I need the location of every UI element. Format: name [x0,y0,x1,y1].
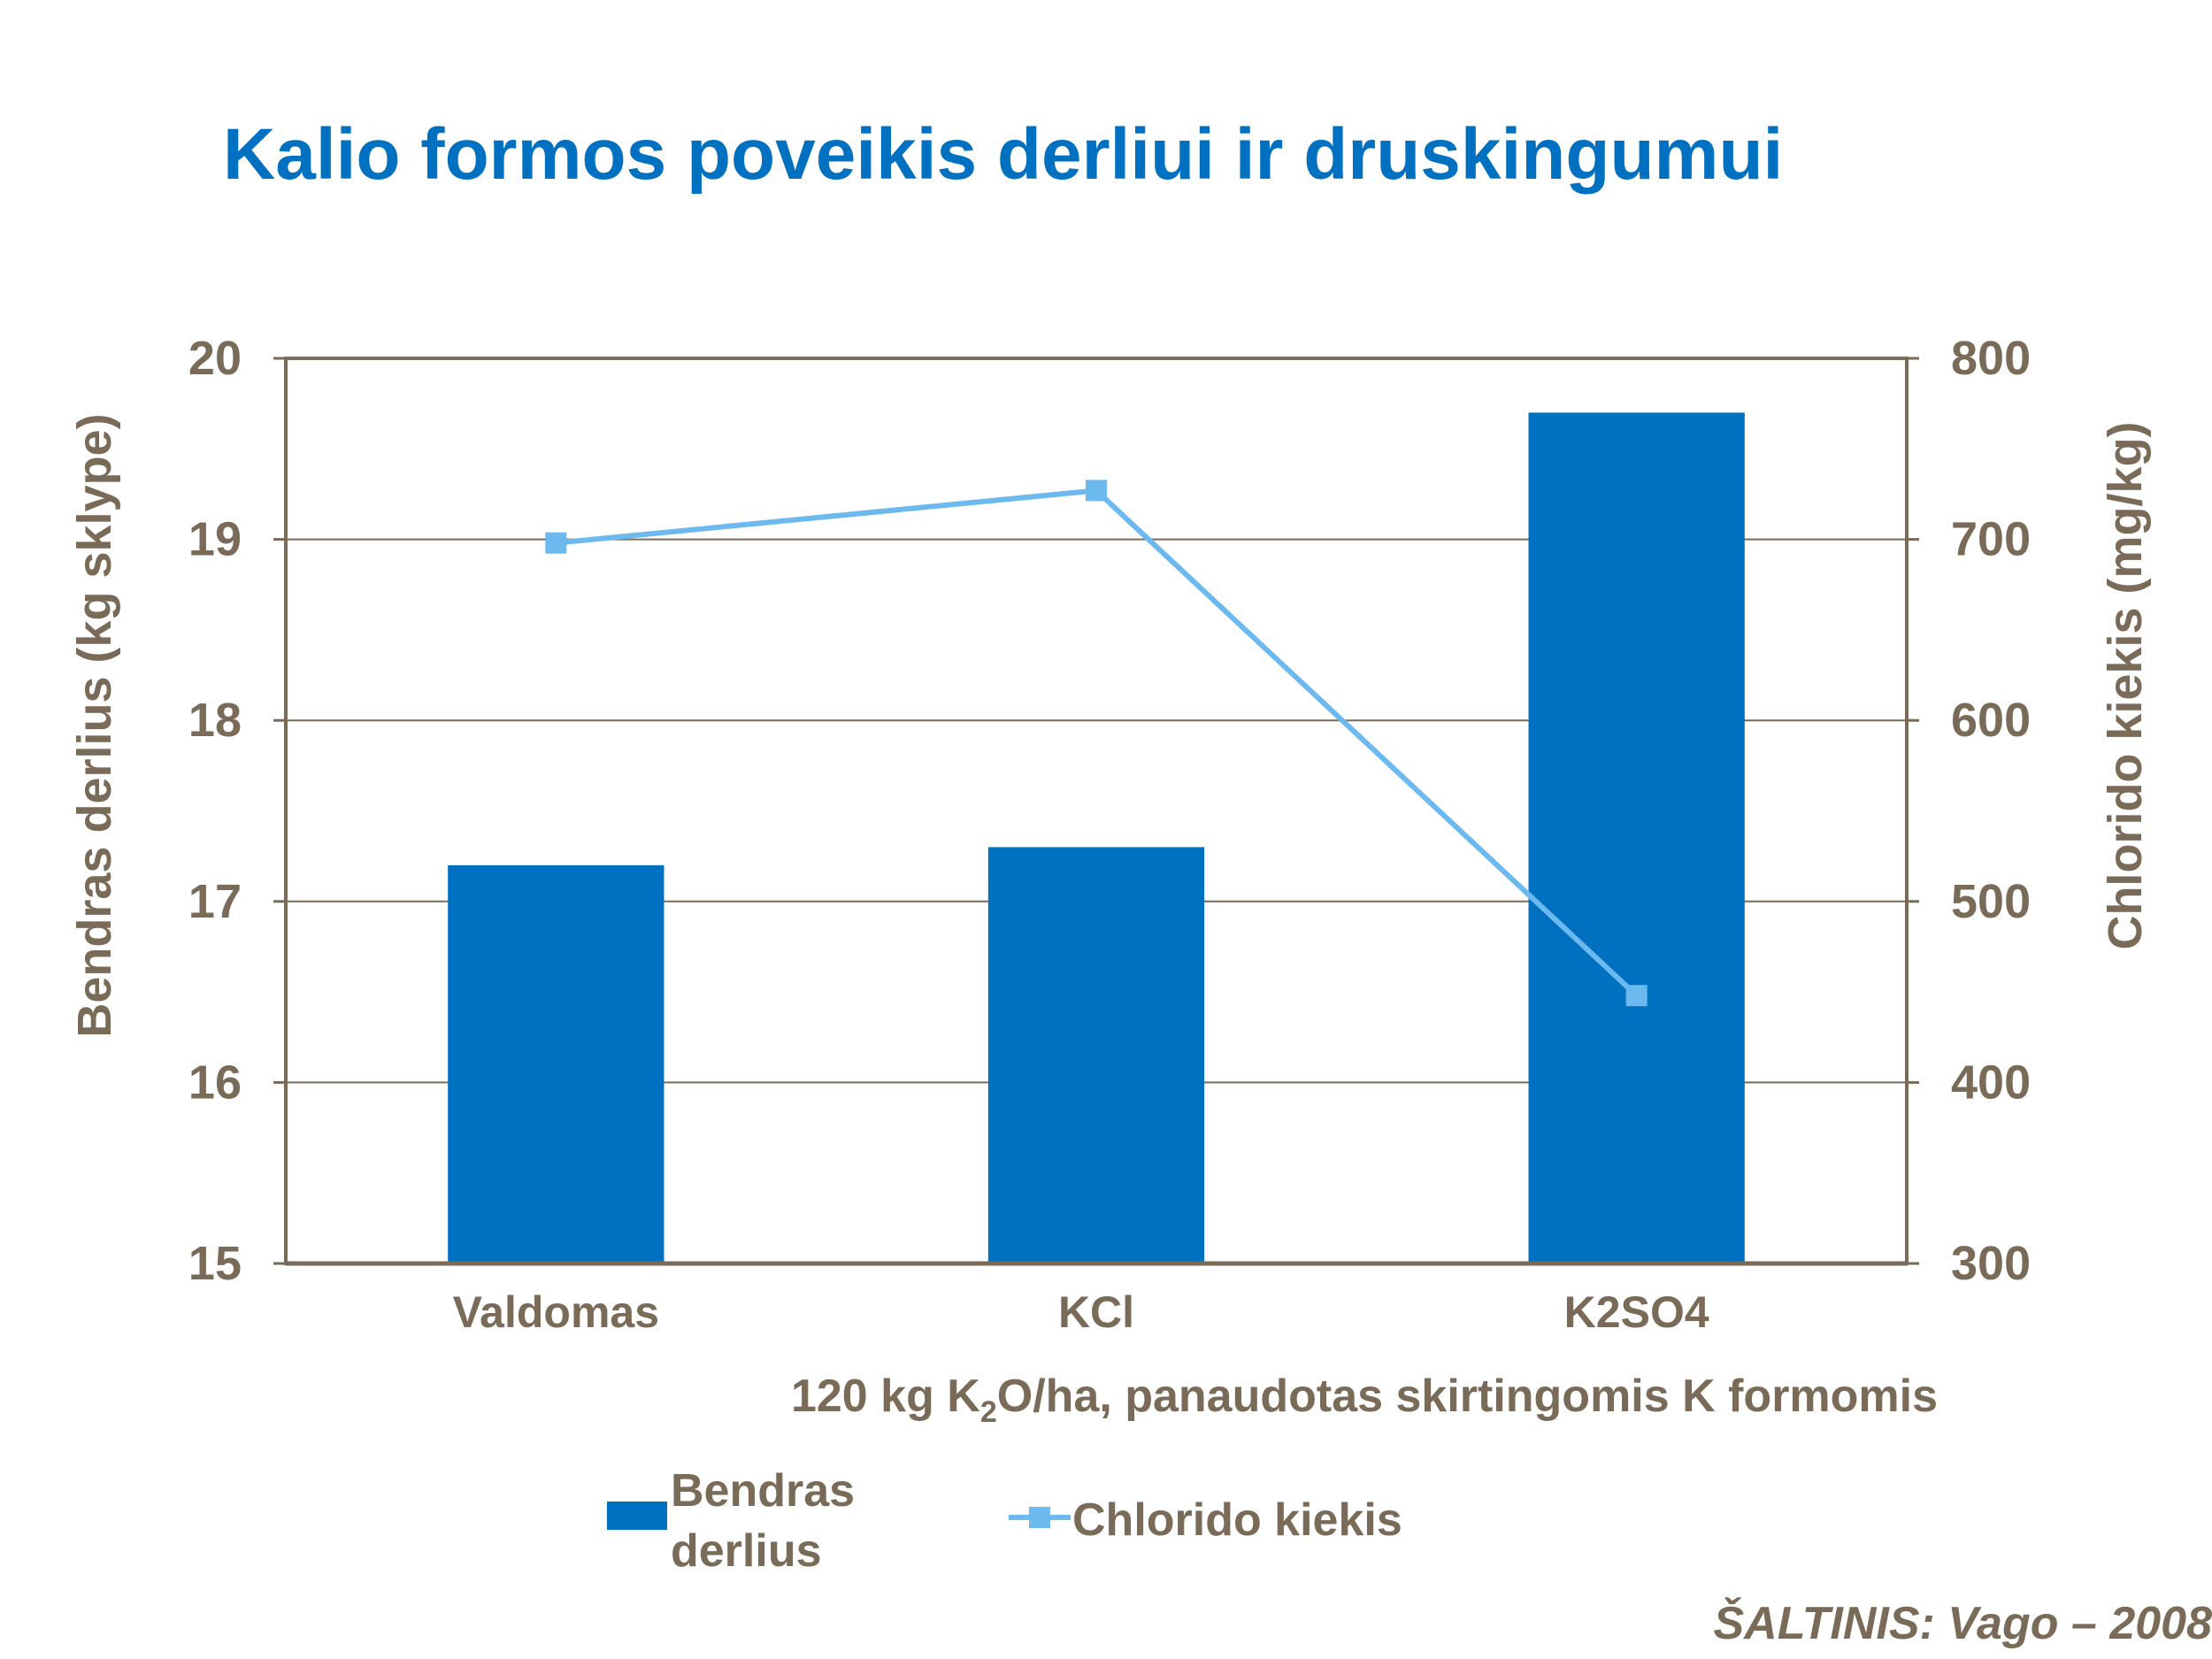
legend-label-bar: Bendras derlius [671,1465,855,1577]
bar-series [448,412,1745,1263]
line-point [1086,480,1107,502]
left-tick-label: 17 [188,875,242,928]
right-tick-label: 300 [1951,1237,2031,1290]
category-label: K2SO4 [1564,1287,1709,1337]
legend-swatch-bar [607,1502,667,1530]
chart-title: Kalio formos poveikis derliui ir druskin… [223,114,1784,195]
right-tick-label: 600 [1951,694,2031,747]
source-note: ŠALTINIS: Vago – 2008 [1713,1598,2212,1649]
category-label: Valdomas [453,1287,659,1337]
left-tick-label: 16 [188,1056,242,1109]
bar [987,847,1205,1263]
category-label: KCl [1058,1287,1134,1337]
plot-frame [273,357,1919,1266]
right-tick-label: 800 [1951,332,2031,385]
y-axis-label-right: Chlorido kiekis (mg/kg) [2099,421,2152,949]
line-series [545,480,1647,1007]
left-tick-label: 18 [188,694,242,747]
legend-marker [1029,1507,1050,1528]
bar [448,864,664,1263]
right-tick-label: 700 [1951,513,2031,566]
line-point [545,532,567,554]
right-tick-label: 500 [1951,875,2031,928]
right-tick-label: 400 [1951,1056,2031,1109]
y-axis-label-left: Bendras derlius (kg sklype) [68,413,121,1037]
left-tick-label: 15 [188,1237,242,1290]
tick-labels: 15 16 17 18 19 20 300 400 500 600 700 800 Valdomas KC… [188,332,2031,1337]
left-tick-label: 20 [188,332,242,385]
legend-label-line: Chlorido kiekis [1072,1494,1402,1546]
axis-labels: 120 kg K2O/ha, panaudotas skirtingomis K… [68,413,2152,1429]
bar [1528,412,1745,1263]
line-point [1625,985,1647,1007]
x-axis-label: 120 kg K2O/ha, panaudotas skirtingomis K… [791,1371,1938,1429]
legend: Bendras derlius Chlorido kiekis [607,1465,1402,1577]
left-tick-label: 19 [188,513,242,566]
